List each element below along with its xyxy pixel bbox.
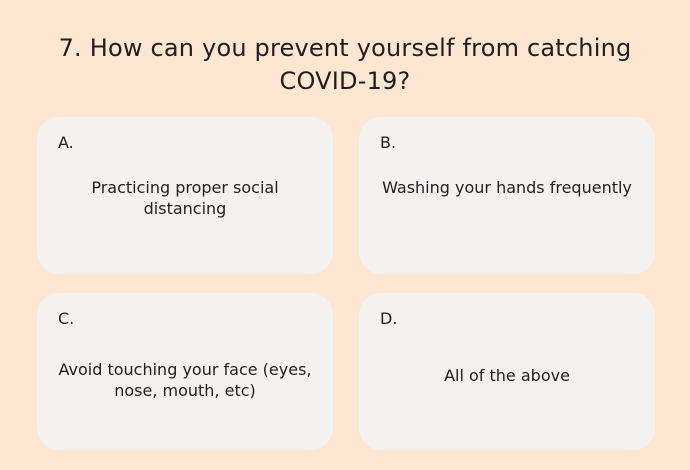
option-letter: C. (58, 309, 75, 328)
option-text: Avoid touching your face (eyes, nose, mo… (58, 360, 312, 400)
option-letter: D. (380, 309, 398, 328)
question-title: 7. How can you prevent yourself from cat… (58, 34, 632, 95)
option-letter: A. (58, 133, 74, 152)
answer-option-c[interactable]: C. Avoid touching your face (eyes, nose,… (37, 293, 333, 450)
option-text: Practicing proper social distancing (91, 178, 279, 218)
option-letter: B. (380, 133, 397, 152)
option-text: All of the above (444, 366, 570, 385)
answer-option-d[interactable]: D. All of the above (359, 293, 655, 450)
answer-option-a[interactable]: A. Practicing proper social distancing (37, 117, 333, 274)
option-text: Washing your hands frequently (382, 178, 632, 197)
answer-option-b[interactable]: B. Washing your hands frequently (359, 117, 655, 274)
